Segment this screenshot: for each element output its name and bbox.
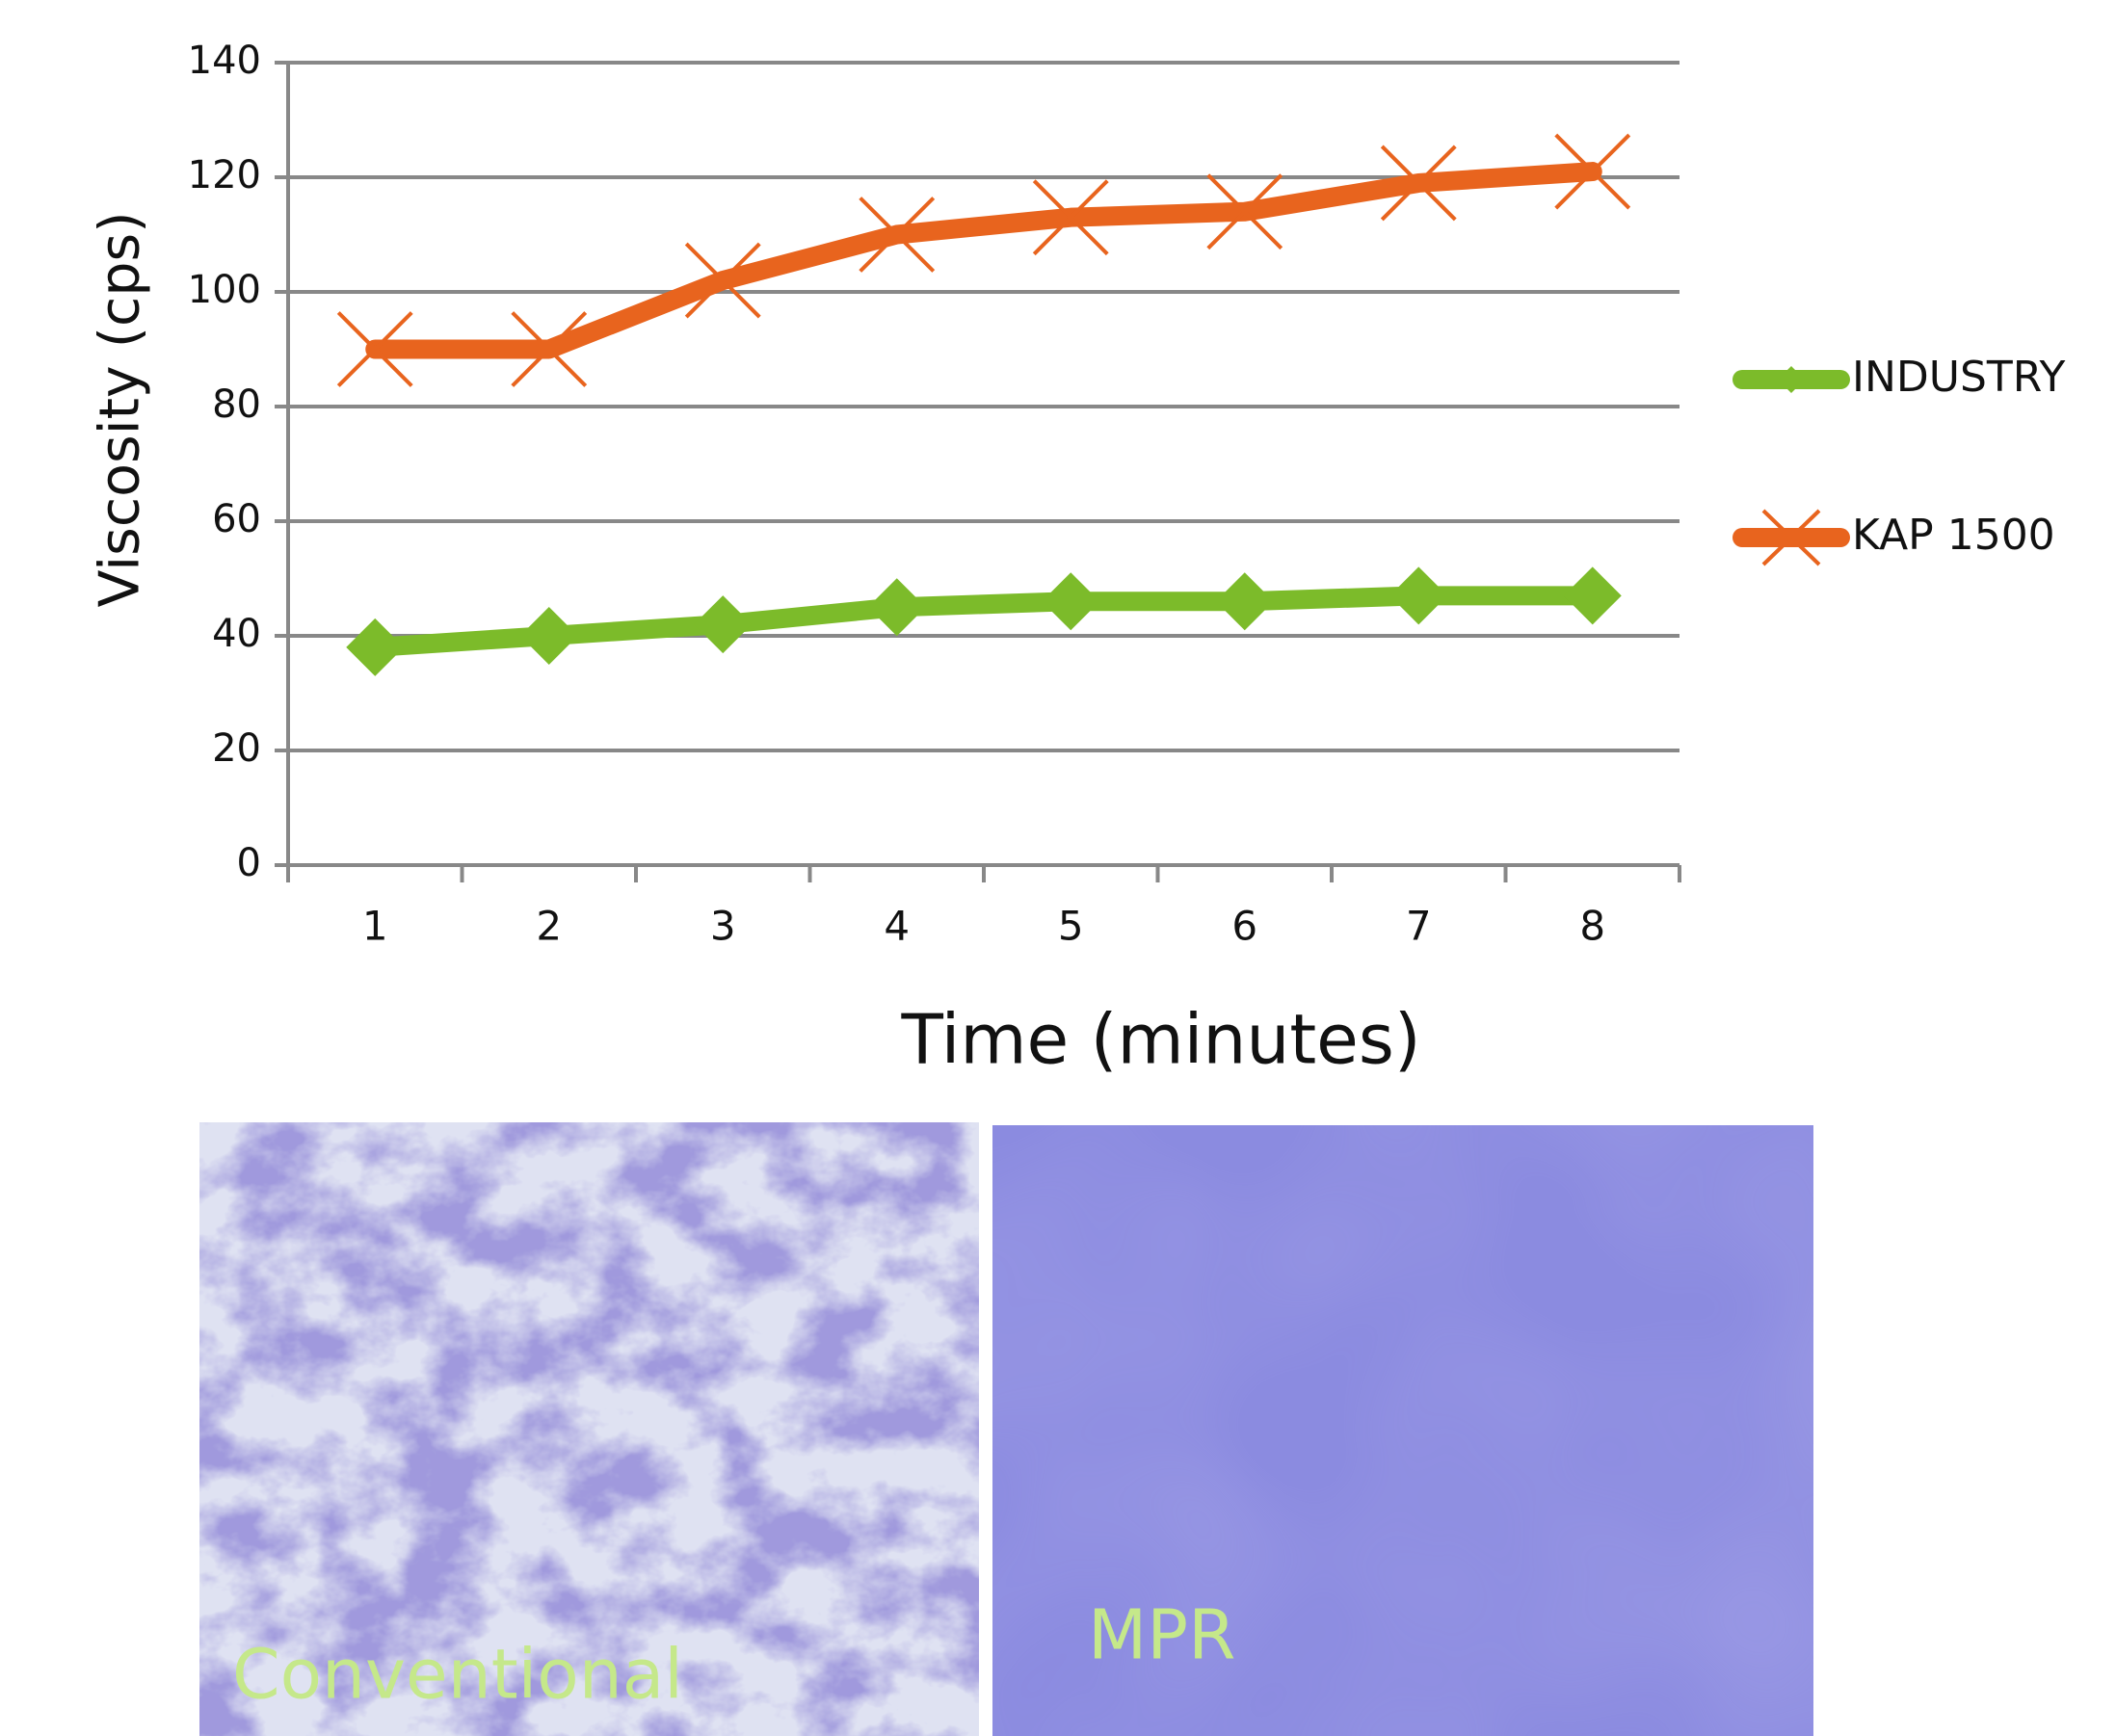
- series-line: [365, 586, 1602, 657]
- x-tick-label: 4: [884, 903, 910, 950]
- marker: [1032, 179, 1109, 256]
- x-tick-label: 2: [536, 903, 562, 950]
- marker: [511, 311, 588, 387]
- x-axis-title: Time (minutes): [900, 1000, 1420, 1080]
- x-tick-label: 6: [1231, 903, 1257, 950]
- y-tick-label: 40: [212, 612, 261, 656]
- legend-label: KAP 1500: [1852, 511, 2055, 560]
- marker: [1380, 145, 1457, 222]
- marker: [867, 578, 926, 637]
- y-tick-label: 140: [188, 39, 261, 83]
- photo-texture: [199, 1122, 979, 1736]
- x-tick-label: 5: [1058, 903, 1084, 950]
- x-tick-label: 3: [710, 903, 736, 950]
- marker: [1563, 566, 1622, 625]
- legend-marker: [1778, 366, 1805, 393]
- x-tick-label: 8: [1579, 903, 1605, 950]
- x-tick-label: 1: [362, 903, 388, 950]
- photo-mpr: MPR: [992, 1125, 1813, 1736]
- y-tick-label: 120: [188, 153, 261, 197]
- photo-conventional: Conventional: [199, 1122, 979, 1736]
- series-line: [365, 162, 1602, 359]
- marker: [684, 242, 761, 319]
- photo-label: Conventional: [232, 1635, 683, 1715]
- y-tick-label: 0: [237, 841, 261, 885]
- marker: [1215, 572, 1274, 631]
- marker: [346, 618, 405, 676]
- y-tick-label: 60: [212, 497, 261, 541]
- marker: [1554, 133, 1631, 210]
- y-tick-label: 20: [212, 726, 261, 771]
- y-tick-label: 100: [188, 268, 261, 312]
- marker: [694, 595, 753, 654]
- marker: [336, 311, 413, 387]
- marker: [519, 607, 578, 665]
- legend-marker: [1761, 509, 1821, 566]
- y-axis-title: Viscosity (cps): [89, 212, 152, 608]
- marker: [859, 197, 936, 273]
- legend-label: INDUSTRY: [1852, 353, 2066, 402]
- photo-label: MPR: [1088, 1595, 1235, 1675]
- photo-texture: [992, 1125, 1813, 1736]
- marker: [1206, 173, 1283, 250]
- marker: [1389, 566, 1448, 625]
- y-tick-label: 80: [212, 382, 261, 427]
- marker: [1042, 572, 1100, 631]
- x-tick-label: 7: [1406, 903, 1432, 950]
